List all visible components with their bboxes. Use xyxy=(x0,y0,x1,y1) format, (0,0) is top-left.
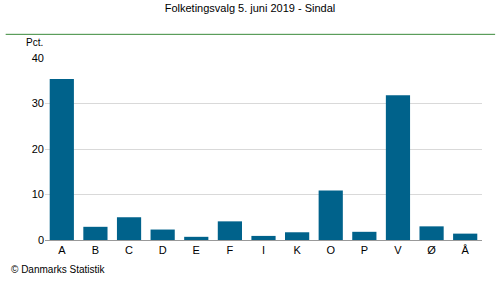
svg-text:40: 40 xyxy=(32,52,44,64)
svg-text:B: B xyxy=(92,244,99,256)
svg-text:I: I xyxy=(262,244,265,256)
svg-text:© Danmarks Statistik: © Danmarks Statistik xyxy=(11,264,106,275)
svg-text:K: K xyxy=(293,244,301,256)
svg-text:Folketingsvalg 5. juni 2019 -: Folketingsvalg 5. juni 2019 - Sindal xyxy=(165,2,336,14)
svg-text:O: O xyxy=(326,244,335,256)
svg-text:A: A xyxy=(58,244,66,256)
svg-text:V: V xyxy=(394,244,402,256)
svg-text:E: E xyxy=(193,244,200,256)
svg-text:D: D xyxy=(159,244,167,256)
svg-text:Pct.: Pct. xyxy=(26,37,43,48)
svg-text:P: P xyxy=(361,244,368,256)
svg-text:10: 10 xyxy=(32,188,44,200)
svg-text:0: 0 xyxy=(38,234,44,246)
svg-text:Å: Å xyxy=(462,244,470,256)
svg-text:Ø: Ø xyxy=(427,244,436,256)
svg-text:F: F xyxy=(227,244,234,256)
svg-text:30: 30 xyxy=(32,97,44,109)
svg-text:C: C xyxy=(125,244,133,256)
svg-text:20: 20 xyxy=(32,143,44,155)
